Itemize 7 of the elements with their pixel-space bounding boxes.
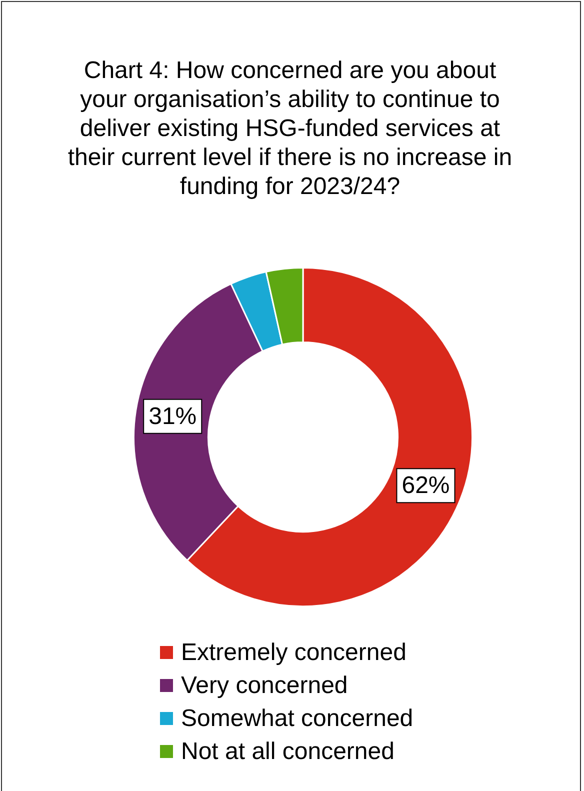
legend-label: Very concerned <box>181 671 348 701</box>
legend-label: Somewhat concerned <box>181 704 414 734</box>
legend-label: Not at all concerned <box>181 737 394 767</box>
data-label: 31% <box>148 402 197 430</box>
data-label: 62% <box>402 472 450 500</box>
legend-label: Extremely concerned <box>181 638 406 668</box>
chart-title: Chart 4: How concerned are you about your organisation’s ability to continue to deliver existing HSG-funded services at their current level if there is no increase in funding for 2023/24? <box>66 56 514 201</box>
